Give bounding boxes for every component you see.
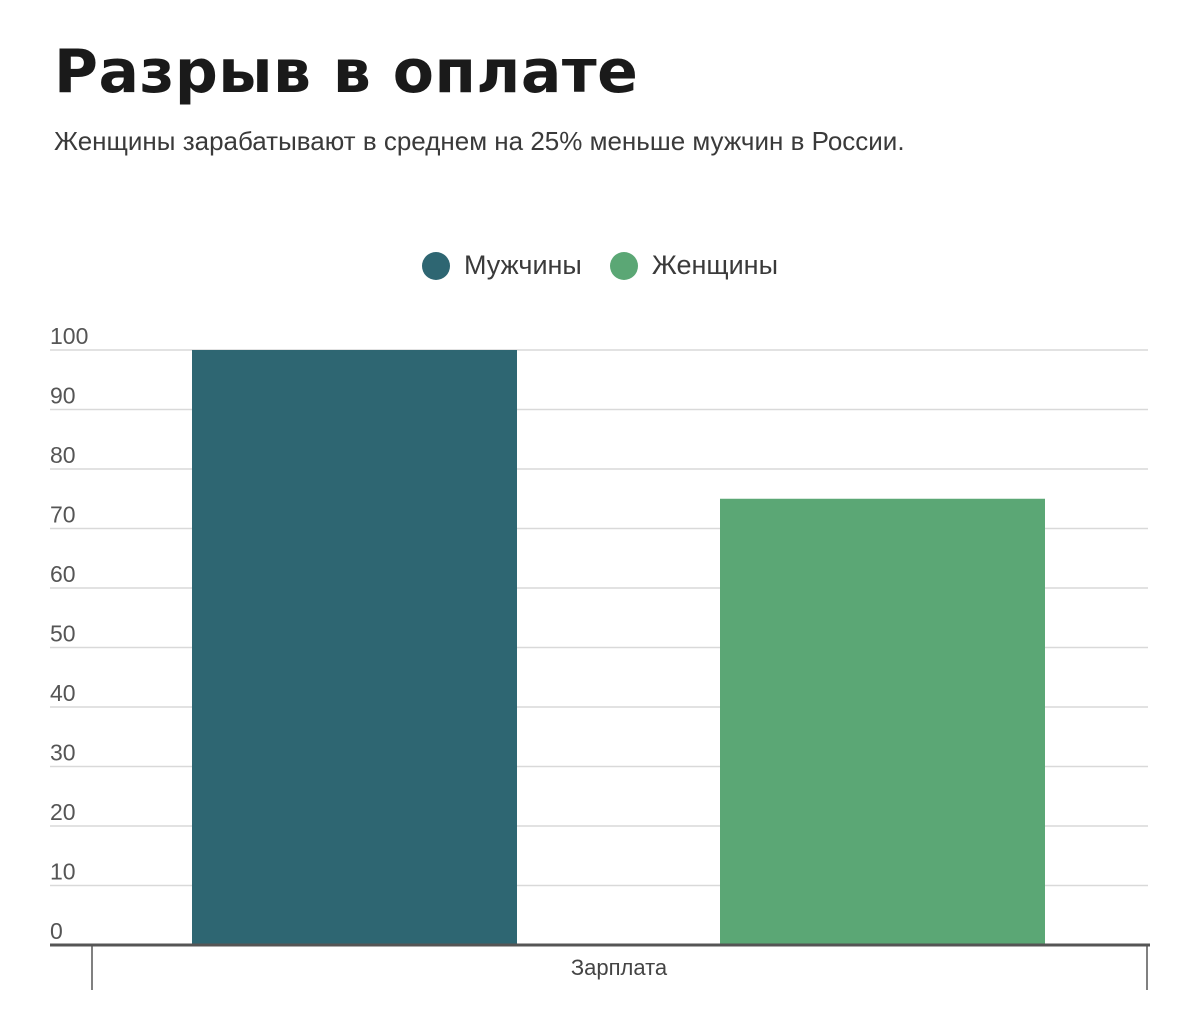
y-tick-label: 80 bbox=[50, 442, 76, 468]
y-tick-label: 60 bbox=[50, 561, 76, 587]
legend-item-women[interactable]: Женщины bbox=[609, 250, 778, 281]
y-tick-label: 0 bbox=[50, 918, 63, 944]
legend-label-men: Мужчины bbox=[464, 250, 582, 280]
legend-swatch-men bbox=[422, 251, 451, 280]
bar-women bbox=[720, 498, 1045, 945]
legend-item-men[interactable]: Мужчины bbox=[422, 250, 582, 281]
chart-subtitle: Женщины зарабатывают в среднем на 25% ме… bbox=[54, 126, 905, 156]
chart-title: Разрыв в оплате bbox=[54, 37, 639, 107]
legend-swatch-women bbox=[609, 251, 638, 280]
y-tick-label: 20 bbox=[50, 799, 76, 825]
y-tick-label: 10 bbox=[50, 859, 76, 885]
y-tick-label: 50 bbox=[50, 621, 76, 647]
x-category-label: Зарплата bbox=[571, 955, 668, 980]
y-tick-label: 30 bbox=[50, 740, 76, 766]
y-tick-label: 90 bbox=[50, 383, 76, 409]
bar-men bbox=[192, 350, 517, 945]
legend-label-women: Женщины bbox=[651, 250, 778, 280]
y-tick-label: 70 bbox=[50, 502, 76, 528]
chart-legend: Мужчины Женщины bbox=[0, 250, 1200, 281]
y-tick-label: 100 bbox=[50, 323, 88, 349]
y-tick-label: 40 bbox=[50, 680, 76, 706]
